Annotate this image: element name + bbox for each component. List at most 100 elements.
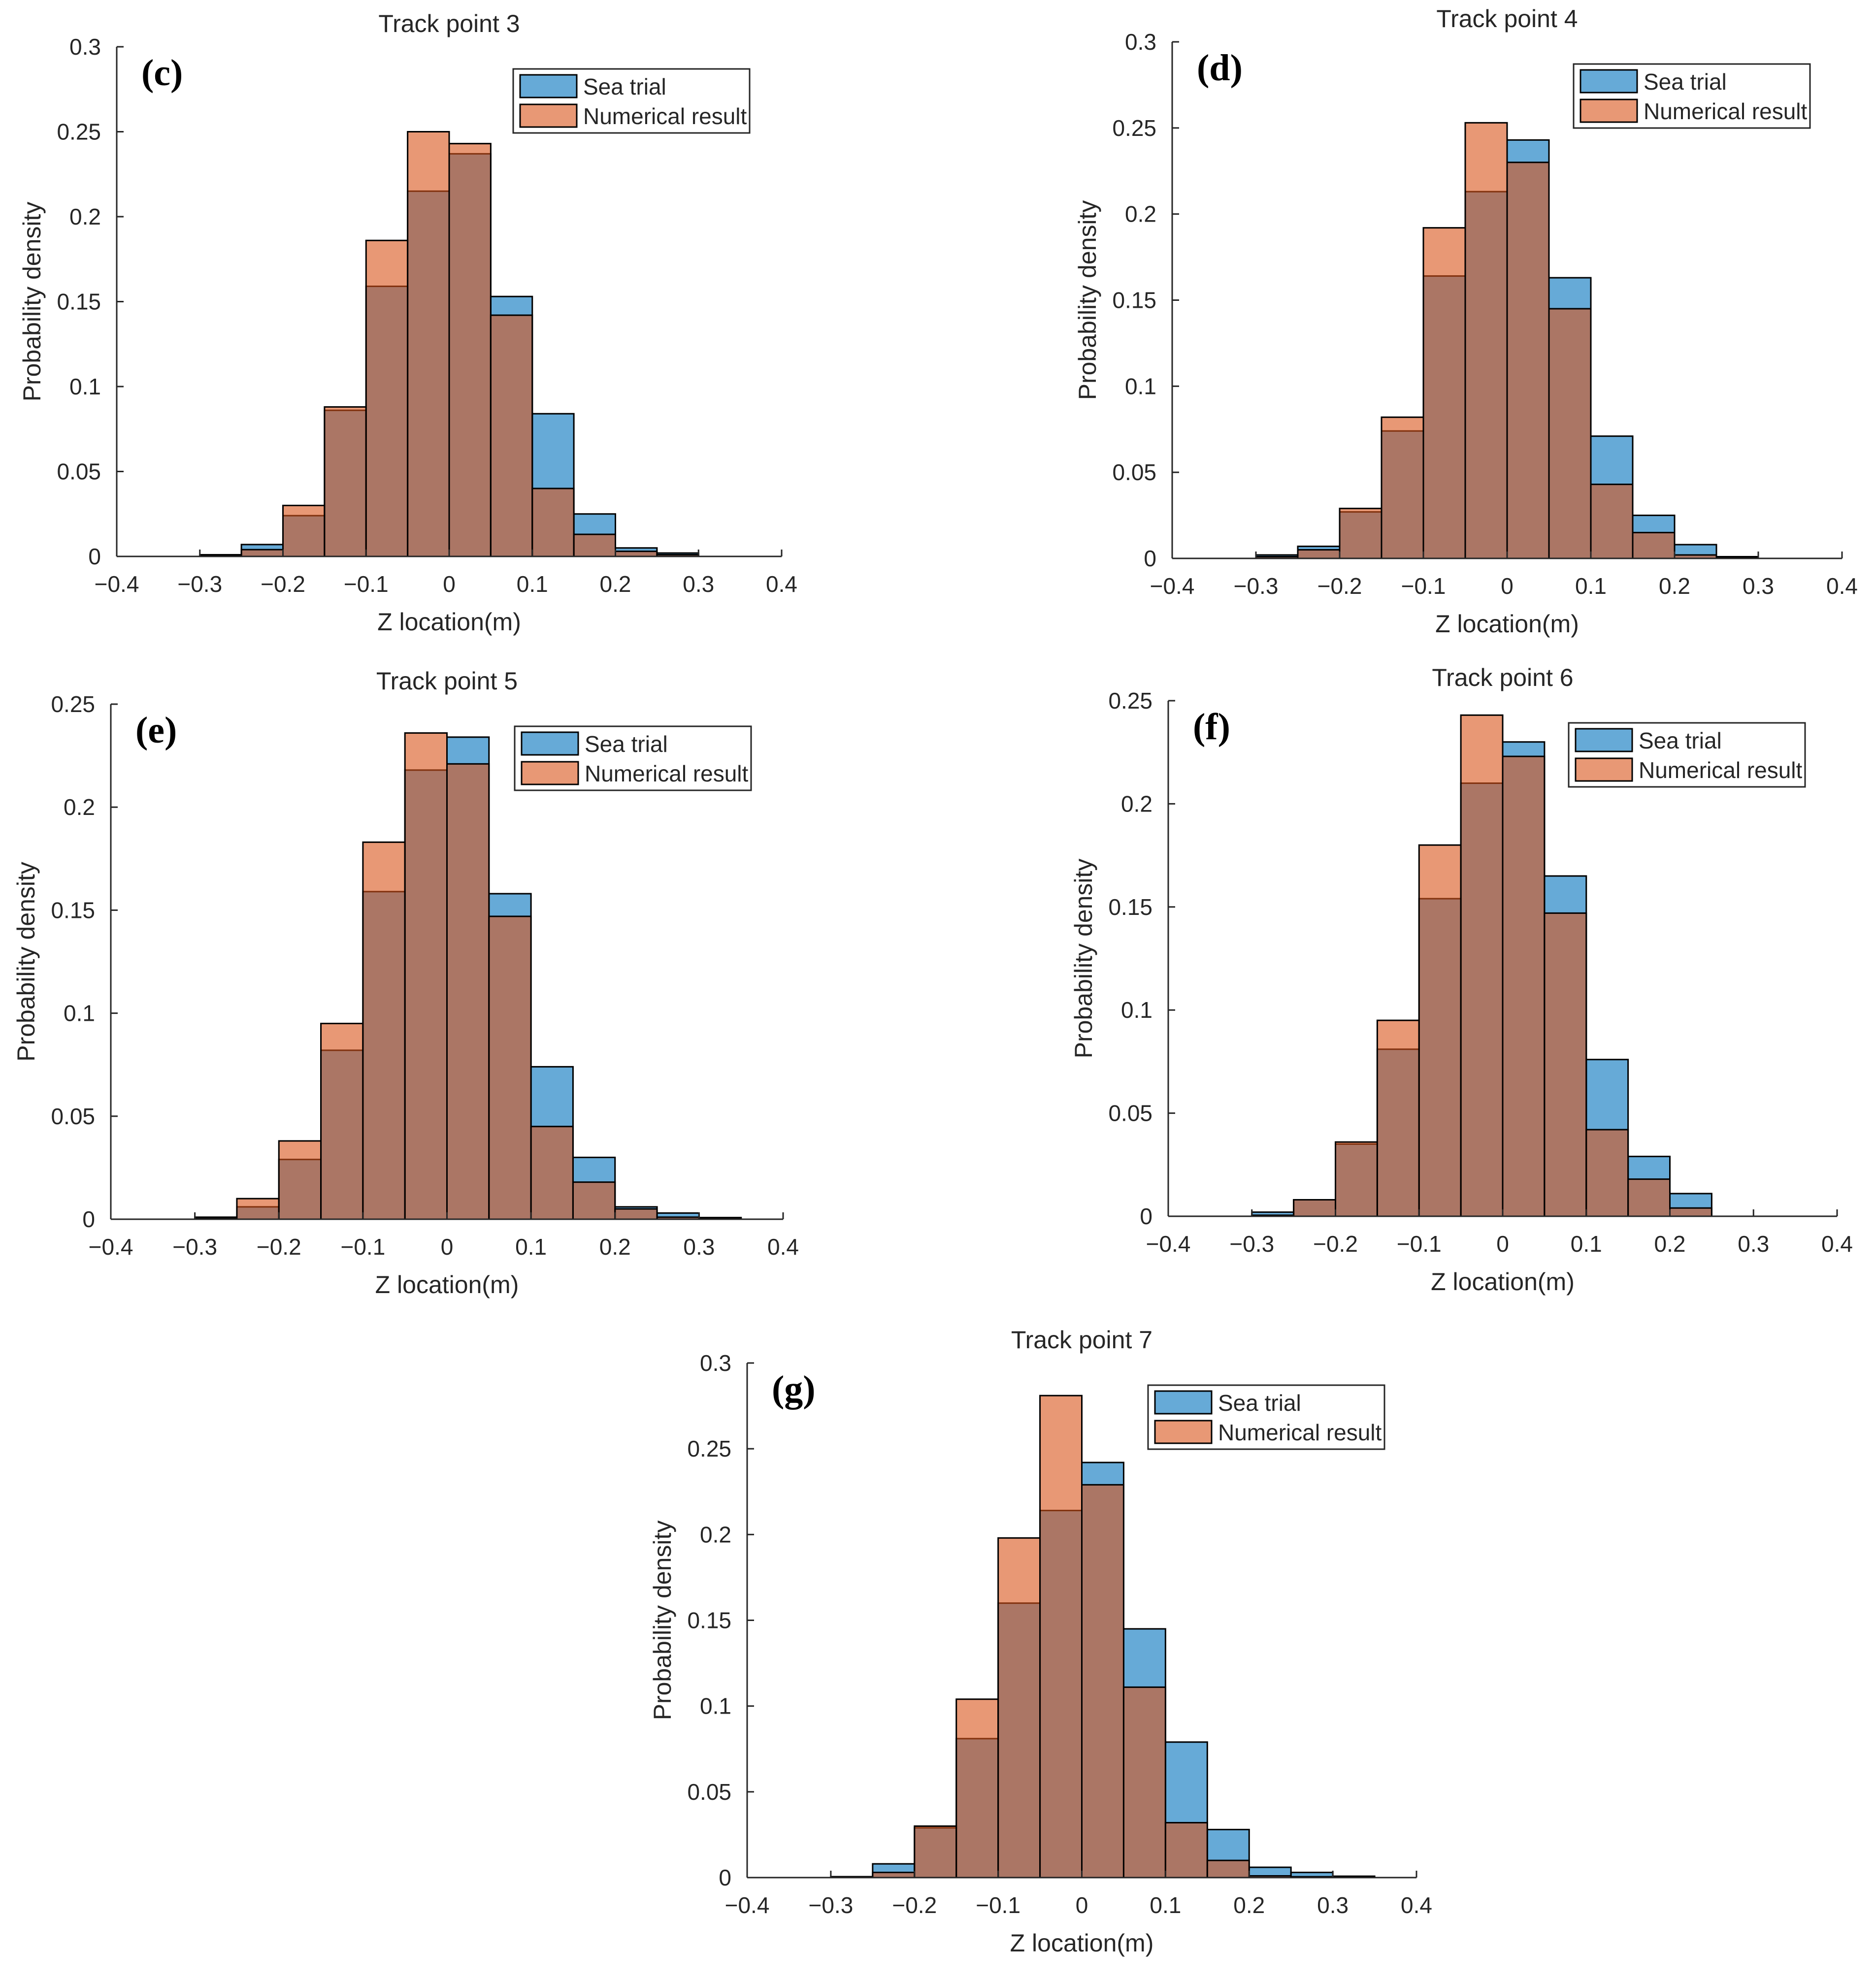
x-tick-label: −0.2: [257, 1234, 301, 1260]
y-tick-label: 0.1: [69, 374, 101, 399]
y-tick-label: 0.2: [1121, 791, 1152, 816]
x-tick-label: 0: [441, 1234, 454, 1260]
chart-panel-f: Track point 6 (f) −0.4 −0.3 −0.2 −0.1 0 0.1 0.2 0…: [1070, 664, 1853, 1296]
legend-label-sea-trial: Sea trial: [1639, 728, 1722, 753]
x-tick-label: 0.1: [517, 571, 548, 597]
y-tick-label: 0.1: [1121, 997, 1152, 1023]
y-tick-label: 0.2: [69, 204, 101, 229]
panel-label: (g): [772, 1368, 816, 1410]
bar-numerical-result: [1669, 1207, 1712, 1217]
bar-numerical-result: [1502, 755, 1546, 1217]
y-tick-label: 0.2: [700, 1522, 731, 1547]
y-tick-label: 0.05: [1112, 459, 1156, 485]
y-tick-label: 0: [1140, 1203, 1152, 1229]
x-tick-label: 0.2: [599, 1234, 631, 1260]
bar-numerical-result: [488, 915, 532, 1220]
x-tick-label: 0.3: [1738, 1231, 1769, 1257]
chart-title: Track point 5: [376, 667, 518, 695]
x-tick-label: 0.2: [1654, 1231, 1686, 1257]
y-axis-label: Probability density: [1070, 859, 1097, 1059]
x-tick-label: 0.4: [1826, 573, 1858, 599]
legend: Sea trial Numerical result: [1568, 722, 1806, 788]
chart-title: Track point 7: [1011, 1326, 1152, 1354]
x-tick-label: 0: [443, 571, 456, 597]
legend: Sea trial Numerical result: [1573, 63, 1811, 129]
bar-numerical-result: [1460, 714, 1504, 1217]
x-tick-label: 0.1: [1571, 1231, 1602, 1257]
y-tick-label: 0.25: [51, 691, 95, 717]
bar-numerical-result: [320, 1023, 364, 1220]
bar-numerical-result: [1506, 162, 1550, 559]
x-tick-label: −0.2: [1317, 573, 1362, 599]
legend-swatch-numerical-result: [1575, 757, 1633, 782]
y-tick-label: 0: [82, 1206, 95, 1232]
bar-numerical-result: [614, 1208, 658, 1220]
y-tick-label: 0.15: [687, 1608, 731, 1633]
x-tick-label: 0: [1076, 1892, 1088, 1918]
y-tick-label: 0.1: [1125, 373, 1156, 399]
bar-numerical-result: [1381, 416, 1424, 559]
legend-swatch-sea-trial: [1575, 728, 1633, 752]
y-tick-label: 0.15: [1112, 288, 1156, 313]
chart-title: Track point 4: [1436, 5, 1578, 32]
bar-numerical-result: [1335, 1141, 1378, 1217]
y-tick-label: 0.05: [57, 459, 101, 485]
x-tick-label: 0: [1496, 1231, 1509, 1257]
bar-numerical-result: [1632, 532, 1676, 559]
x-tick-label: 0.4: [766, 571, 797, 597]
bar-numerical-result: [278, 1140, 322, 1220]
y-tick-label: 0.05: [51, 1104, 95, 1129]
bar-numerical-result: [1206, 1859, 1250, 1879]
legend-swatch-sea-trial: [1154, 1390, 1213, 1415]
legend-label-numerical-result: Numerical result: [1639, 757, 1803, 783]
bar-numerical-result: [490, 314, 533, 557]
legend: Sea trial Numerical result: [514, 725, 752, 791]
bar-numerical-result: [1297, 549, 1341, 559]
panel-label: (e): [135, 710, 177, 751]
bar-numerical-result: [1464, 122, 1508, 559]
legend-label-sea-trial: Sea trial: [583, 74, 666, 99]
bar-numerical-result: [1627, 1178, 1671, 1217]
y-tick-label: 0.25: [57, 119, 101, 145]
chart-panel-e: Track point 5 (e) −0.4 −0.3 −0.2 −0.1 0 0.1 0.2 0…: [12, 667, 799, 1298]
x-axis-label: Z location(m): [1431, 1268, 1575, 1296]
bar-numerical-result: [446, 763, 490, 1220]
series-numerical-result: [830, 1395, 1376, 1879]
legend: Sea trial Numerical result: [1147, 1384, 1385, 1450]
panel-label: (c): [141, 52, 183, 94]
legend-swatch-sea-trial: [519, 74, 578, 98]
x-tick-label: −0.1: [344, 571, 389, 597]
y-axis-label: Probability density: [18, 202, 46, 402]
x-axis-label: Z location(m): [1010, 1929, 1154, 1957]
y-tick-label: 0: [719, 1865, 731, 1890]
y-tick-label: 0.3: [69, 34, 101, 60]
x-tick-label: −0.4: [725, 1892, 770, 1918]
bar-numerical-result: [362, 841, 406, 1220]
bar-numerical-result: [1164, 1822, 1208, 1879]
x-tick-label: −0.1: [1401, 573, 1446, 599]
x-tick-label: −0.4: [1150, 573, 1195, 599]
bar-numerical-result: [1544, 912, 1587, 1217]
bar-numerical-result: [615, 551, 658, 557]
bar-numerical-result: [997, 1537, 1041, 1879]
chart-title: Track point 3: [378, 10, 520, 37]
y-tick-label: 0.05: [687, 1779, 731, 1805]
bar-numerical-result: [365, 239, 409, 557]
y-tick-label: 0.05: [1108, 1101, 1152, 1126]
legend-label-numerical-result: Numerical result: [1644, 98, 1808, 124]
x-tick-label: 0.1: [515, 1234, 547, 1260]
bar-numerical-result: [282, 505, 326, 557]
panel-label: (d): [1197, 47, 1243, 89]
legend-label-numerical-result: Numerical result: [1218, 1420, 1382, 1445]
x-tick-label: 0.3: [1317, 1892, 1349, 1918]
x-tick-label: 0.3: [1743, 573, 1774, 599]
x-tick-label: 0.2: [600, 571, 631, 597]
x-tick-label: −0.2: [1313, 1231, 1358, 1257]
series-numerical-result: [199, 131, 699, 557]
legend-label-numerical-result: Numerical result: [583, 103, 747, 129]
series-numerical-result: [1255, 122, 1759, 559]
bar-numerical-result: [955, 1698, 999, 1879]
y-tick-label: 0.1: [64, 1001, 95, 1026]
legend-label-numerical-result: Numerical result: [585, 761, 749, 786]
